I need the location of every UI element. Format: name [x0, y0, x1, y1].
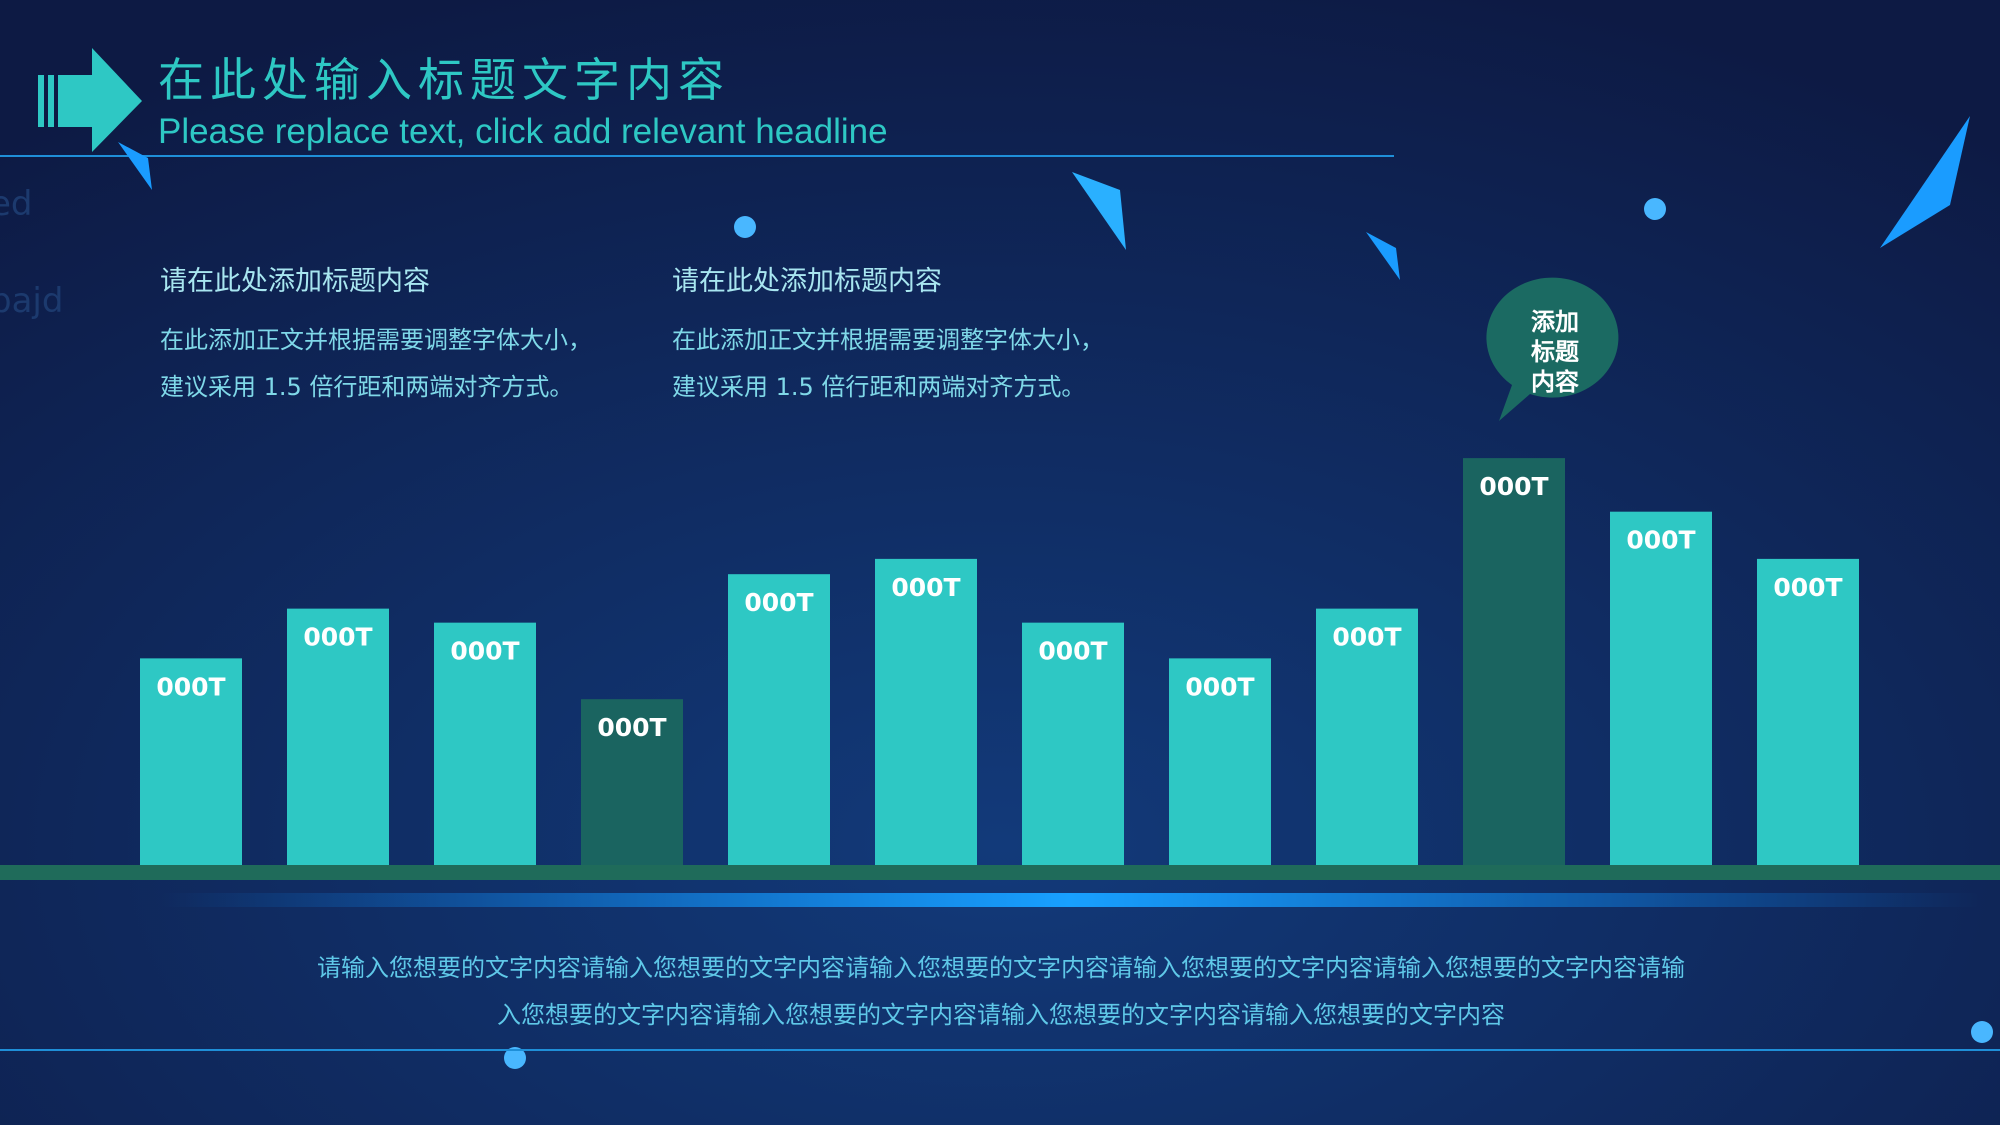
bar-label: 000T: [1773, 573, 1842, 602]
bar: [1610, 511, 1712, 865]
bar: [1169, 658, 1271, 865]
block-heading: 请在此处添加标题内容: [160, 266, 430, 297]
bar: [1757, 558, 1859, 865]
bar-label: 000T: [1038, 637, 1107, 666]
ground-strip: [0, 865, 2000, 880]
bar: [1463, 458, 1565, 865]
block-body: 在此添加正文并根据需要调整字体大小，: [672, 326, 1104, 354]
bar: [434, 622, 536, 865]
decor-crystals: [118, 116, 1993, 1069]
block-heading: 请在此处添加标题内容: [672, 266, 942, 297]
bar-label: 000T: [1332, 623, 1401, 652]
glow-line: [160, 893, 1980, 907]
bg-text: pajd: [0, 281, 63, 321]
bar: [1022, 622, 1124, 865]
block-body: 建议采用 1.5 倍行距和两端对齐方式。: [672, 373, 1085, 401]
bar: [1316, 608, 1418, 865]
bar-label: 000T: [744, 588, 813, 617]
bar-label: 000T: [1479, 472, 1548, 501]
bar: [875, 558, 977, 865]
bar-label: 000T: [303, 623, 372, 652]
bg-text: ed: [0, 184, 33, 224]
bar-label: 000T: [597, 713, 666, 742]
block-body: 在此添加正文并根据需要调整字体大小，: [160, 326, 592, 354]
bubble-text: 内容: [1531, 368, 1579, 396]
bar-label: 000T: [1626, 526, 1695, 555]
bar-label: 000T: [450, 637, 519, 666]
bar: [581, 699, 683, 865]
block-body: 建议采用 1.5 倍行距和两端对齐方式。: [160, 373, 573, 401]
bar: [287, 608, 389, 865]
bubble-text: 标题: [1531, 338, 1579, 366]
header-icon: [38, 48, 142, 152]
bubble-text: 添加: [1531, 308, 1579, 336]
bar: [728, 574, 830, 865]
speech-bubble: [1486, 277, 1619, 421]
footer-text: 入您想要的文字内容请输入您想要的文字内容请输入您想要的文字内容请输入您想要的文字…: [497, 1001, 1505, 1029]
bar-label: 000T: [1185, 672, 1254, 701]
subtitle: Please replace text, click add relevant …: [158, 112, 888, 151]
bar: [140, 658, 242, 865]
bar-label: 000T: [891, 573, 960, 602]
footer-text: 请输入您想要的文字内容请输入您想要的文字内容请输入您想要的文字内容请输入您想要的…: [317, 954, 1685, 982]
title: 在此处输入标题文字内容: [158, 53, 730, 107]
bar-label: 000T: [156, 672, 225, 701]
